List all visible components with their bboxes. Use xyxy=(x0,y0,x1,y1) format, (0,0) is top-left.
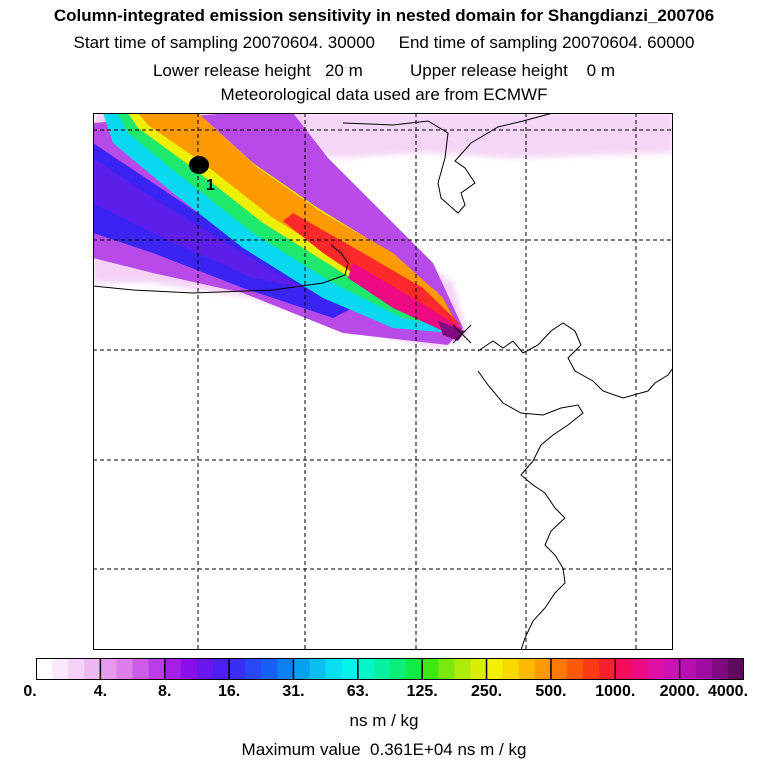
filled-circle-icon xyxy=(189,156,209,174)
station-label: 1 xyxy=(206,177,215,194)
colorbar-cell xyxy=(132,658,150,680)
plot-title: Column-integrated emission sensitivity i… xyxy=(53,6,715,25)
colorbar-cell xyxy=(325,658,343,680)
colorbar-tick-label: 0. xyxy=(23,683,37,700)
colorbar-cell xyxy=(663,658,681,680)
x-marker-icon xyxy=(452,324,472,344)
sampling-time-line: Start time of sampling 20070604. 30000 E… xyxy=(73,33,695,52)
colorbar-cell xyxy=(277,658,295,680)
colorbar-tick-label: 4000. xyxy=(707,683,749,700)
colorbar xyxy=(36,658,744,680)
colorbar-tick-label: 125. xyxy=(406,683,438,700)
colorbar-cell xyxy=(470,658,488,680)
colorbar-cell xyxy=(599,658,616,680)
colorbar-cell xyxy=(373,658,391,680)
colorbar-cell xyxy=(180,658,198,680)
maximum-value: Maximum value 0.361E+04 ns m / kg xyxy=(241,740,527,759)
colorbar-cell xyxy=(213,658,230,680)
colorbar-cell xyxy=(390,658,407,680)
colorbar-cell xyxy=(406,658,423,680)
colorbar-cell xyxy=(116,658,134,680)
colorbar-tick-label: 500. xyxy=(535,683,567,700)
colorbar-cell xyxy=(422,658,439,680)
colorbar-cell xyxy=(68,658,85,680)
colorbar-cell xyxy=(100,658,118,680)
colorbar-tick-label: 8. xyxy=(158,683,172,700)
colorbar-tick-label: 1000. xyxy=(595,683,636,700)
colorbar-cell xyxy=(534,658,552,680)
colorbar-cell xyxy=(486,658,504,680)
colorbar-tick-label: 31. xyxy=(282,683,305,700)
colorbar-cell xyxy=(245,658,262,680)
release-height-line: Lower release height 20 m Upper release … xyxy=(152,61,616,80)
colorbar-cell xyxy=(309,658,327,680)
sensitivity-map: 1 xyxy=(93,113,673,650)
colorbar-cell xyxy=(229,658,246,680)
colorbar-cell xyxy=(518,658,536,680)
colorbar-tick-label: 2000. xyxy=(659,683,700,700)
colorbar-tick-label: 63. xyxy=(346,683,369,700)
colorbar-cell xyxy=(357,658,375,680)
colorbar-cell xyxy=(647,658,665,680)
colorbar-cell xyxy=(583,658,600,680)
colorbar-cell xyxy=(84,658,101,680)
grid-lines xyxy=(93,113,673,650)
coastline xyxy=(93,113,673,650)
colorbar-cell xyxy=(148,658,166,680)
colorbar-cell xyxy=(454,658,472,680)
colorbar-cell xyxy=(631,658,649,680)
colorbar-cell xyxy=(341,658,359,680)
colorbar-cell xyxy=(52,658,69,680)
colorbar-cell xyxy=(567,658,584,680)
colorbar-cell xyxy=(711,658,729,680)
colorbar-cell xyxy=(502,658,520,680)
colorbar-tick-label: 250. xyxy=(470,683,503,700)
colorbar-cell xyxy=(261,658,278,680)
colorbar-cell xyxy=(196,658,214,680)
map-frame xyxy=(93,113,673,650)
colorbar-cell xyxy=(36,658,53,680)
colorbar-cell xyxy=(695,658,713,680)
colorbar-cell xyxy=(293,658,311,680)
met-data-line: Meteorological data used are from ECMWF xyxy=(220,85,548,104)
colorbar-cell xyxy=(679,658,697,680)
colorbar-tick-label: 4. xyxy=(93,683,108,700)
colorbar-cell xyxy=(438,658,455,680)
colorbar-units: ns m / kg xyxy=(349,711,419,730)
colorbar-cell xyxy=(550,658,568,680)
colorbar-cell xyxy=(615,658,632,680)
colorbar-cell xyxy=(164,658,182,680)
colorbar-cell xyxy=(727,658,744,680)
colorbar-tick-label: 16. xyxy=(217,683,241,700)
